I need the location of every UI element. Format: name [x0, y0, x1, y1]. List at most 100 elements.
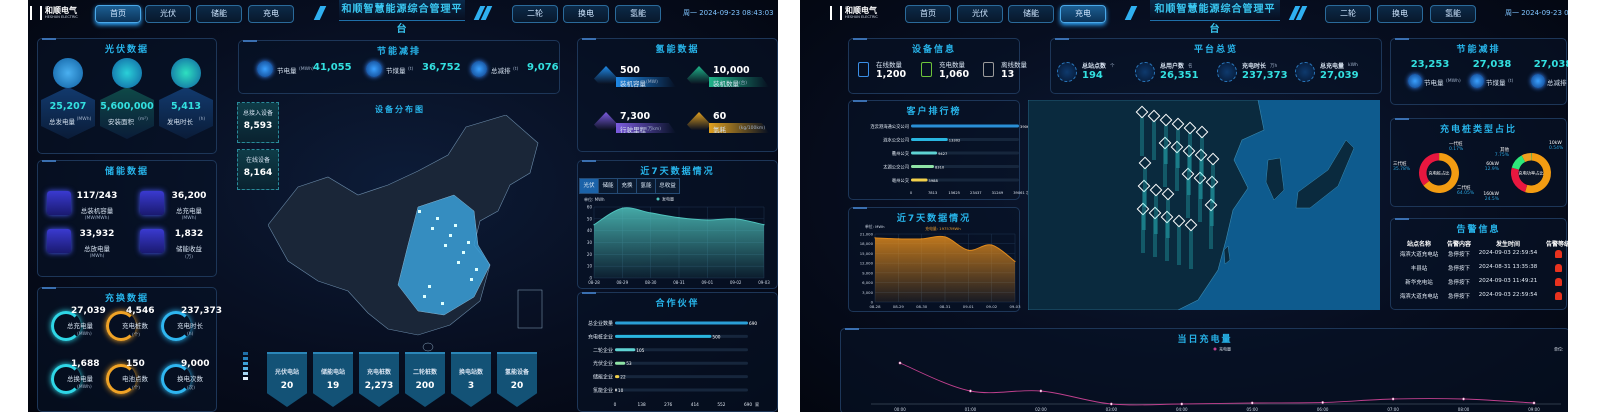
station-stat-label: 换电站数	[458, 369, 484, 376]
overview-value: 27,039	[1320, 70, 1359, 81]
bar-category-label: 太湖公交公司	[883, 164, 909, 171]
nav-button-r2[interactable]: 氢能	[1430, 5, 1476, 23]
saving-unit: (t)	[408, 67, 414, 72]
highlighted-provinces	[397, 194, 491, 316]
swap-value: 150	[126, 359, 145, 369]
light-beam	[1152, 120, 1156, 160]
swap-unit: (MWh)	[77, 385, 92, 390]
swap-unit: (个)	[132, 333, 141, 338]
warning-icon	[47, 229, 71, 253]
x-tick-label: 05:00	[1246, 407, 1258, 412]
station-marker-icon	[1193, 171, 1207, 185]
coal-icon	[1470, 74, 1484, 88]
x-tick-label: 0	[614, 402, 617, 408]
light-beam	[1142, 190, 1146, 230]
lightning-icon	[257, 61, 273, 77]
storage-unit: (MWh)	[181, 216, 197, 221]
y-tick-label: 6,000	[862, 280, 873, 285]
bar	[911, 138, 948, 141]
panel-title: 告警信息	[1456, 225, 1501, 235]
light-beam	[1211, 163, 1215, 203]
alarm-row[interactable]: 新华充电站 急停按下 2024-09-03 11:49:21	[1391, 277, 1566, 289]
bar-category-label: 光伏企业	[593, 360, 613, 367]
nav-button-r2[interactable]: 氢能	[615, 5, 661, 23]
pv-unit: (h)	[198, 117, 206, 122]
panel-title: 节能减排	[376, 47, 421, 57]
bar-value-label: 690	[749, 321, 757, 327]
logo-mark-icon	[830, 6, 842, 20]
bar	[615, 334, 712, 338]
bar-value-label: 9427	[938, 152, 947, 156]
slice-name-label: 10kW	[1549, 140, 1562, 146]
charging-station-map[interactable]	[1028, 100, 1380, 310]
alarm-row[interactable]: 丰县站 急停按下 2024-08-31 13:35:38	[1391, 263, 1566, 275]
slice-name-label: 60kW	[1486, 161, 1499, 167]
nav-button-0[interactable]: 首页	[905, 5, 951, 23]
coal-icon	[366, 61, 382, 77]
light-beam	[1186, 178, 1190, 218]
nav-button-3[interactable]: 充电	[1060, 5, 1106, 23]
saving-unit: (t)	[1508, 79, 1514, 84]
nav-button-2[interactable]: 储能	[196, 5, 242, 23]
hydrogen-label: 装机容量	[620, 80, 646, 88]
bar-category-label: 氢能企业	[593, 387, 613, 394]
station-stat-value: 19	[326, 381, 340, 391]
datetime: 周一 2024-09-23 08:43:03	[683, 9, 774, 17]
station-stat-card: 二轮桩数 200	[405, 352, 445, 407]
saving-unit: (MWh)	[1446, 79, 1461, 84]
nav-button-2[interactable]: 储能	[1008, 5, 1054, 23]
bar-category-label: 涟水公交公司	[883, 137, 909, 144]
series-area	[875, 236, 1015, 302]
nav-button-r0[interactable]: 二轮	[1325, 5, 1371, 23]
bar-value-label: 13302	[949, 139, 961, 143]
station-stat-card: 充电桩数 2,273	[359, 352, 399, 407]
station-marker-icon	[1159, 113, 1173, 127]
bar-category-label: 二轮企业	[593, 347, 613, 354]
swap-value: 9,000	[181, 359, 210, 369]
swap-unit: (MWh)	[77, 332, 92, 337]
overview-label: 总用户数	[1160, 63, 1185, 70]
tab-4[interactable]: 总收益	[655, 178, 680, 194]
alarm-cell: 海滨大道充电站	[1399, 294, 1439, 300]
swap-label: 总换电量	[67, 375, 93, 383]
donut-slice	[1531, 153, 1532, 161]
donut-slice	[1423, 153, 1459, 193]
saving-value: 27,038	[1533, 59, 1568, 70]
nav-button-r1[interactable]: 换电	[563, 5, 609, 23]
data-point	[1321, 401, 1325, 404]
x-tick-label: 39061	[1013, 191, 1025, 195]
logo-mark-icon	[30, 6, 42, 20]
nav-button-1[interactable]: 光伏	[957, 5, 1003, 23]
rocket-icon	[687, 66, 711, 84]
alarm-cell: 2024-09-03 22:59:54	[1478, 292, 1538, 298]
storage-data-panel: 储能数据 117/243 总装机容量 (MW/MWh) 36,200 总充电量 (MWh) 3…	[37, 160, 217, 277]
alarm-row[interactable]: 海滨大道充电站 急停按下 2024-09-03 22:59:54	[1391, 249, 1566, 261]
users-icon	[1135, 62, 1155, 82]
nav-button-0[interactable]: 首页	[95, 5, 141, 23]
station-stat-label: 充电桩数	[366, 369, 392, 376]
saving-label: 总减排	[491, 67, 511, 75]
light-beam	[1210, 186, 1214, 226]
nav-button-r1[interactable]: 换电	[1377, 5, 1423, 23]
device-value: 1,060	[939, 69, 970, 80]
nav-button-r0[interactable]: 二轮	[512, 5, 558, 23]
panel-title: 充电桩类型占比	[1439, 125, 1517, 135]
legend-label: 充电量	[1219, 346, 1231, 352]
data-point	[621, 207, 623, 209]
alarm-cell: 急停按下	[1447, 294, 1471, 300]
alarm-cell: 海滨大道充电站	[1399, 252, 1439, 258]
logo: 和顺电气 HESHUN ELECTRIC	[830, 5, 890, 23]
battery-icon	[140, 191, 164, 215]
station-marker-icon	[1161, 187, 1175, 201]
alarm-row[interactable]: 海滨大道充电站 急停按下 2024-09-03 22:59:54	[1391, 291, 1566, 303]
device-marker-icon	[441, 302, 444, 305]
x-tick-label: 08-30	[645, 280, 657, 285]
station-marker-icon	[1184, 218, 1198, 232]
nav-button-1[interactable]: 光伏	[145, 5, 191, 23]
y-tick-label: 0	[589, 276, 592, 281]
station-stat-label: 储能电站	[320, 369, 346, 376]
saving-label: 节电量	[277, 67, 297, 75]
bar-track	[911, 151, 1019, 155]
nav-button-3[interactable]: 充电	[248, 5, 294, 23]
saving-value: 36,752	[422, 62, 461, 73]
